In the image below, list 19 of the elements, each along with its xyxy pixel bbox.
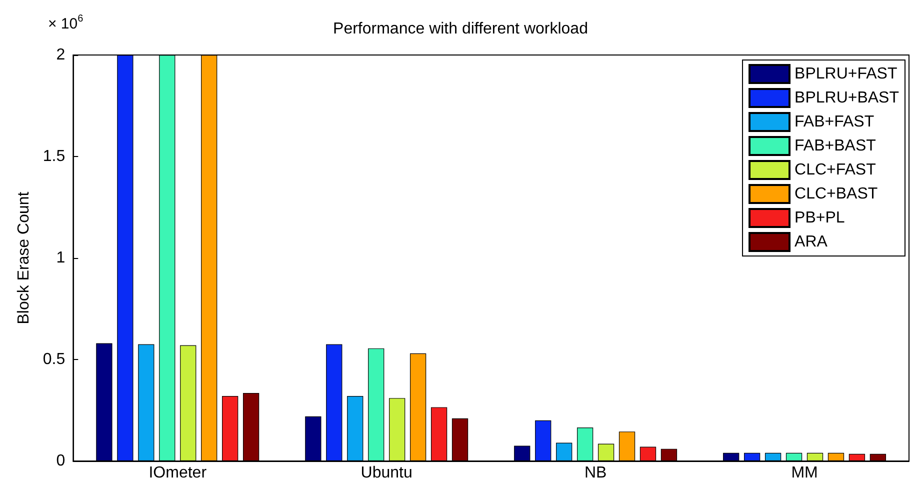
- y-tick-label: 1.5: [42, 148, 66, 165]
- legend-label: FAB+FAST: [794, 114, 874, 130]
- y-axis-title: Block Erase Count: [16, 191, 32, 324]
- x-tick-label: Ubuntu: [360, 464, 412, 482]
- legend-label: PB+PL: [794, 210, 845, 226]
- y-tick-label: 0.5: [42, 351, 66, 368]
- x-tick-label: NB: [584, 464, 607, 482]
- legend-label: ARA: [794, 234, 828, 250]
- legend-label: CLC+FAST: [794, 162, 876, 178]
- x-tick-label: MM: [791, 464, 818, 482]
- y-tick-label: 2: [56, 46, 66, 64]
- x-tick-label: IOmeter: [148, 464, 208, 482]
- legend-label: CLC+BAST: [794, 186, 878, 202]
- chart-title: Performance with different workload: [333, 20, 588, 38]
- legend-label: FAB+BAST: [794, 138, 876, 154]
- legend-label: BPLRU+BAST: [794, 90, 900, 106]
- y-tick-label: 0: [56, 452, 66, 470]
- y-tick-label: 1: [56, 250, 66, 266]
- legend-label: BPLRU+FAST: [794, 66, 898, 82]
